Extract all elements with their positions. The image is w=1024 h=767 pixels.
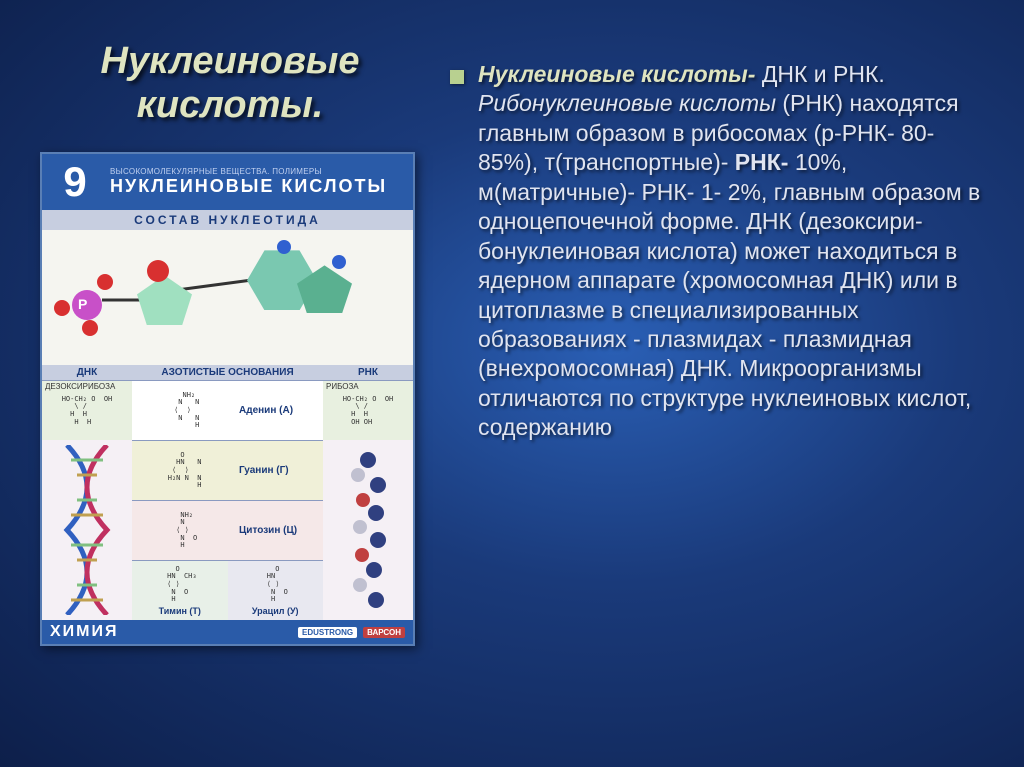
footer-logos: EDUSTRONG ВАРСОН xyxy=(298,627,405,638)
deoxyribose-cell: ДЕЗОКСИРИБОЗА HO-CH₂ O OH \ / H H H H xyxy=(42,380,132,440)
chart-overline: ВЫСОКОМОЛЕКУЛЯРНЫЕ ВЕЩЕСТВА. ПОЛИМЕРЫ xyxy=(110,167,405,176)
cytosine-label: Цитозин (Ц) xyxy=(233,500,323,560)
base-a-row: NH₂ N N ⟨ ⟩ N N H Аденин (А) xyxy=(132,380,323,440)
guanine-label: Гуанин (Г) xyxy=(233,440,323,500)
adenine-structure: NH₂ N N ⟨ ⟩ N N H xyxy=(132,380,233,440)
deoxyribose-formula: HO-CH₂ O OH \ / H H H H xyxy=(62,396,113,427)
chart-main-title: НУКЛЕИНОВЫЕ КИСЛОТЫ xyxy=(110,176,405,197)
rnk-helix-cell xyxy=(323,440,413,620)
bottom-grid: O HN N ⟨ ⟩ H₂N N N H Гуанин (Г) NH₂ N ⟨ … xyxy=(42,440,413,620)
ribose-cell: РИБОЗА HO-CH₂ O OH \ / H H OH OH xyxy=(323,380,413,440)
cytosine-structure: NH₂ N ⟨ ⟩ N O H xyxy=(132,500,233,560)
column-headers: ДНК АЗОТИСТЫЕ ОСНОВАНИЯ РНК xyxy=(42,365,413,380)
thymine-label: Тимин (Т) xyxy=(159,606,201,616)
rnk-model-icon xyxy=(338,445,398,615)
bullet-square-icon xyxy=(450,70,464,84)
chemistry-chart: 9 ВЫСОКОМОЛЕКУЛЯРНЫЕ ВЕЩЕСТВА. ПОЛИМЕРЫ … xyxy=(40,152,415,646)
uracil-label: Урацил (У) xyxy=(252,606,299,616)
bases-grid: O HN N ⟨ ⟩ H₂N N N H Гуанин (Г) NH₂ N ⟨ … xyxy=(132,440,323,620)
brand-varson: ВАРСОН xyxy=(363,627,405,638)
right-column: Нуклеиновые кислоты- ДНК и РНК. Рибонукл… xyxy=(430,0,1024,767)
deoxyribose-label: ДЕЗОКСИРИБОЗА xyxy=(45,382,115,391)
chart-header-text: ВЫСОКОМОЛЕКУЛЯРНЫЕ ВЕЩЕСТВА. ПОЛИМЕРЫ НУ… xyxy=(110,167,405,197)
nucleotide-diagram: P xyxy=(42,230,413,365)
bullet-block: Нуклеиновые кислоты- ДНК и РНК. Рибонукл… xyxy=(450,60,999,443)
thymine-structure: O HN CH₃ ⟨ ⟩ N O H Тимин (Т) xyxy=(132,560,228,620)
dnk-helix-cell xyxy=(42,440,132,620)
title-line-1: Нуклеиновые xyxy=(101,40,360,82)
text-bold-1: РНК- xyxy=(735,149,789,175)
sugar-row: ДЕЗОКСИРИБОЗА HO-CH₂ O OH \ / H H H H NH… xyxy=(42,380,413,440)
col-bases-header: АЗОТИСТЫЕ ОСНОВАНИЯ xyxy=(132,365,323,380)
dnk-double-helix-icon xyxy=(57,445,117,615)
guanine-structure: O HN N ⟨ ⟩ H₂N N N H xyxy=(132,440,233,500)
bond-lines xyxy=(42,230,417,365)
footer-subject: ХИМИЯ xyxy=(50,623,119,641)
slide-title: Нуклеиновые кислоты. xyxy=(40,40,420,127)
slide: Нуклеиновые кислоты. 9 ВЫСОКОМОЛЕКУЛЯРНЫ… xyxy=(0,0,1024,767)
adenine-label: Аденин (А) xyxy=(233,380,323,440)
ribose-formula: HO-CH₂ O OH \ / H H OH OH xyxy=(343,396,394,427)
uracil-structure: O HN ⟨ ⟩ N O H Урацил (У) xyxy=(228,560,324,620)
brand-edustrong: EDUSTRONG xyxy=(298,627,357,638)
left-column: Нуклеиновые кислоты. 9 ВЫСОКОМОЛЕКУЛЯРНЫ… xyxy=(0,0,430,767)
chart-header: 9 ВЫСОКОМОЛЕКУЛЯРНЫЕ ВЕЩЕСТВА. ПОЛИМЕРЫ … xyxy=(42,154,413,210)
ribose-label: РИБОЗА xyxy=(326,382,359,391)
text-italic-1: Рибонуклеиновые кислоты xyxy=(478,90,776,116)
col-rnk-header: РНК xyxy=(323,365,413,380)
body-text: Нуклеиновые кислоты- ДНК и РНК. Рибонукл… xyxy=(478,60,999,443)
text-highlight-1: Нуклеиновые кислоты- xyxy=(478,61,755,87)
title-line-2: кислоты. xyxy=(137,84,324,126)
chart-footer: ХИМИЯ EDUSTRONG ВАРСОН xyxy=(42,620,413,644)
chart-number: 9 xyxy=(50,158,100,206)
text-seg-1: ДНК и РНК. xyxy=(762,61,885,87)
col-dnk-header: ДНК xyxy=(42,365,132,380)
text-seg-3: 10%, м(матричные)- РНК- 1- 2%, главным о… xyxy=(478,149,980,440)
nucleotide-band: СОСТАВ НУКЛЕОТИДА xyxy=(42,210,413,230)
